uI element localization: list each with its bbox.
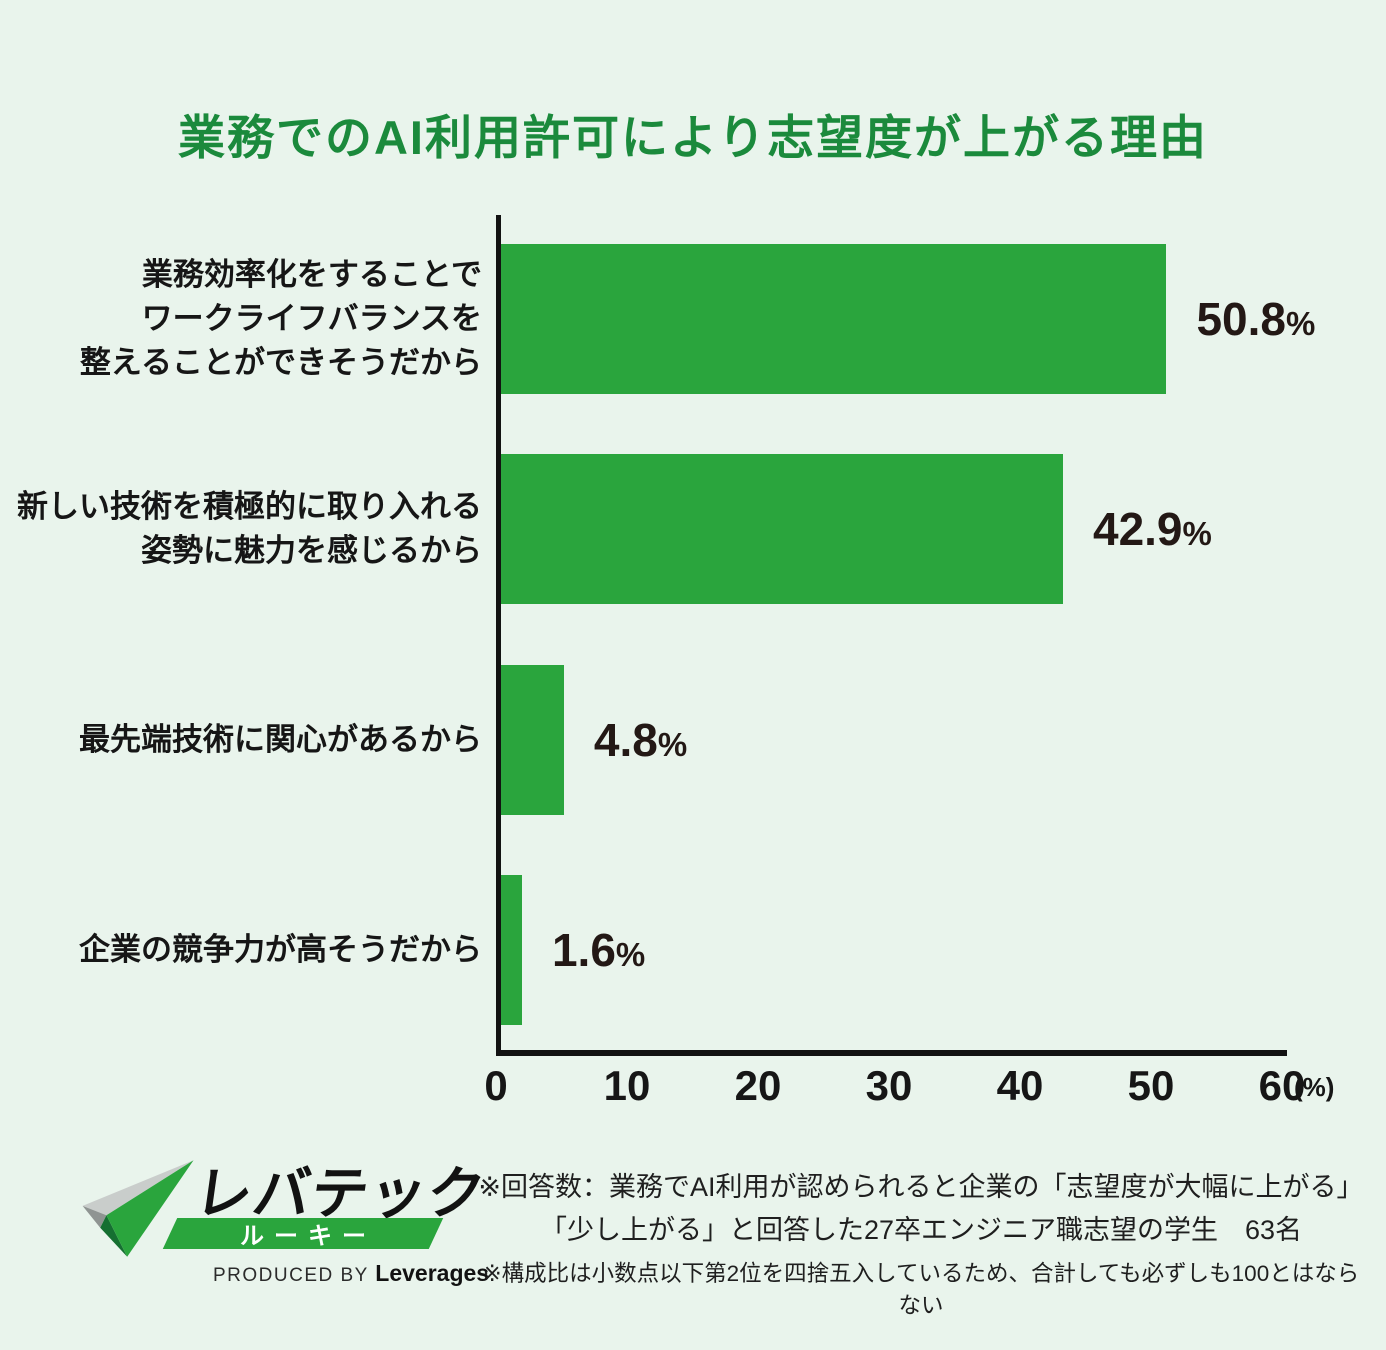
x-tick-label: 40 bbox=[996, 1062, 1044, 1109]
bar bbox=[501, 665, 564, 815]
bar-value-label: 1.6% bbox=[551, 924, 646, 976]
company-name: Leverages bbox=[375, 1260, 490, 1286]
x-tick-label: 0 bbox=[484, 1062, 508, 1109]
category-label: 業務効率化をすることで ワークライフバランスを 整えることができそうだから bbox=[79, 256, 482, 380]
category-label: 最先端技術に関心があるから bbox=[79, 721, 482, 757]
x-tick-label: 10 bbox=[603, 1062, 651, 1109]
footnotes: ※回答数：業務でAI利用が認められると企業の「志望度が大幅に上がる」 「少し上が… bbox=[478, 1166, 1364, 1320]
category-label: 新しい技術を積極的に取り入れる 姿勢に魅力を感じるから bbox=[17, 488, 482, 568]
x-tick-label: 60 bbox=[1258, 1062, 1306, 1109]
footnote-line-2: 「少し上がる」と回答した27卒エンジニア職志望の学生 63名 bbox=[539, 1214, 1303, 1245]
x-axis-unit-label: (%) bbox=[1294, 1072, 1335, 1102]
category-labels: 業務効率化をすることで ワークライフバランスを 整えることができそうだから新しい技術… bbox=[17, 215, 482, 1050]
produced-by-label: PRODUCED BY bbox=[213, 1265, 376, 1286]
bar bbox=[501, 244, 1167, 394]
bar-value-label: 42.9% bbox=[1092, 503, 1212, 555]
plot-area: 50.8% 42.9% 4.8% 1.6% bbox=[496, 215, 1315, 1056]
bar bbox=[501, 875, 522, 1025]
bar-value-label: 50.8% bbox=[1196, 293, 1316, 345]
rookie-badge: ルーキー bbox=[162, 1218, 444, 1250]
bar-value-label: 4.8% bbox=[593, 714, 688, 766]
footnote-line-1: ※回答数：業務でAI利用が認められると企業の「志望度が大幅に上がる」 bbox=[478, 1172, 1364, 1202]
category-label: 企業の競争力が高そうだから bbox=[79, 931, 482, 967]
bar bbox=[501, 454, 1063, 604]
x-tick-label: 30 bbox=[865, 1062, 913, 1109]
x-axis-ticks: 0 10 20 30 40 50 60 bbox=[484, 1062, 1305, 1122]
x-tick-label: 20 bbox=[734, 1062, 782, 1109]
page-title: 業務でのAI利用許可により志望度が上がる理由 bbox=[177, 111, 1209, 165]
x-tick-label: 50 bbox=[1127, 1062, 1175, 1109]
produced-by-line: PRODUCED BY Leverages bbox=[213, 1260, 489, 1287]
rookie-badge-label: ルーキー bbox=[240, 1223, 376, 1250]
footnote-line-3: ※構成比は小数点以下第2位を四捨五入しているため、合計しても必ずしも100とはな… bbox=[482, 1261, 1360, 1319]
checkmark-icon bbox=[82, 1160, 194, 1257]
